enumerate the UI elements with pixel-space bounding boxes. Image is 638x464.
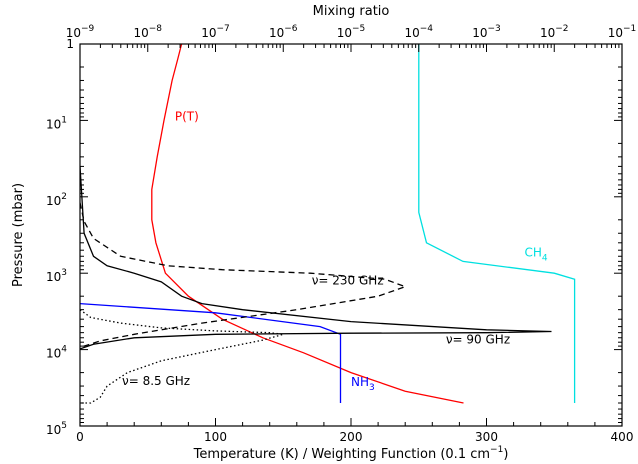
annotation-1: CH4	[524, 245, 547, 263]
x-axis-label: Temperature (K) / Weighting Function (0.…	[193, 445, 509, 462]
annotation-4: ν= 90 GHz	[446, 332, 510, 346]
top-tick-label: 10−9	[66, 24, 95, 40]
top-tick-label: 10−6	[269, 24, 298, 40]
top-tick-label: 10−7	[201, 24, 230, 40]
annotation-0: P(T)	[175, 109, 199, 123]
annotation-2: NH3	[351, 375, 375, 393]
x-axis-label-close: )	[503, 447, 508, 462]
y-tick-label: 103	[46, 268, 67, 284]
series-line-0	[151, 44, 464, 404]
y-tick-label: 104	[46, 345, 67, 361]
series-line-4	[80, 166, 552, 350]
annotation-3: ν= 230 GHz	[312, 273, 384, 287]
top-tick-label: 10−1	[608, 24, 637, 40]
chart-axes: 0 100 200 300 400 10−9 10−8 10−7 10−6 10−5 10−4 10−…	[46, 24, 636, 444]
x-axis-label-sup: −1	[490, 445, 503, 455]
series-line-1	[418, 44, 576, 403]
chart-plot-area: P(T) CH4 NH3 ν= 230 GHz ν= 90 GHz ν= 8.5 GHz	[80, 44, 576, 404]
x-tick-label: 300	[475, 430, 498, 444]
y-tick-label: 1	[66, 37, 74, 51]
x-tick-label: 0	[76, 430, 84, 444]
top-tick-label: 10−5	[337, 24, 366, 40]
x-tick-label: 400	[611, 430, 634, 444]
top-tick-label: 10−4	[404, 24, 433, 40]
x-tick-label: 100	[204, 430, 227, 444]
y-tick-label: 101	[46, 115, 67, 131]
x-axis-label-text: Temperature (K) / Weighting Function (0.…	[193, 447, 490, 462]
x-tick-label: 200	[340, 430, 363, 444]
annotation-5: ν= 8.5 GHz	[122, 374, 190, 388]
top-tick-label: 10−2	[540, 24, 569, 40]
y-tick-label: 105	[46, 421, 67, 437]
y-tick-label: 102	[46, 192, 67, 208]
series-line-2	[80, 302, 342, 403]
series-line-3	[80, 202, 408, 349]
plot-frame	[79, 43, 623, 427]
top-tick-label: 10−8	[133, 24, 162, 40]
top-tick-label: 10−3	[472, 24, 501, 40]
y-axis-label: Pressure (mbar)	[11, 183, 26, 287]
top-x-axis-label: Mixing ratio	[313, 4, 390, 19]
series-line-5	[80, 309, 284, 404]
